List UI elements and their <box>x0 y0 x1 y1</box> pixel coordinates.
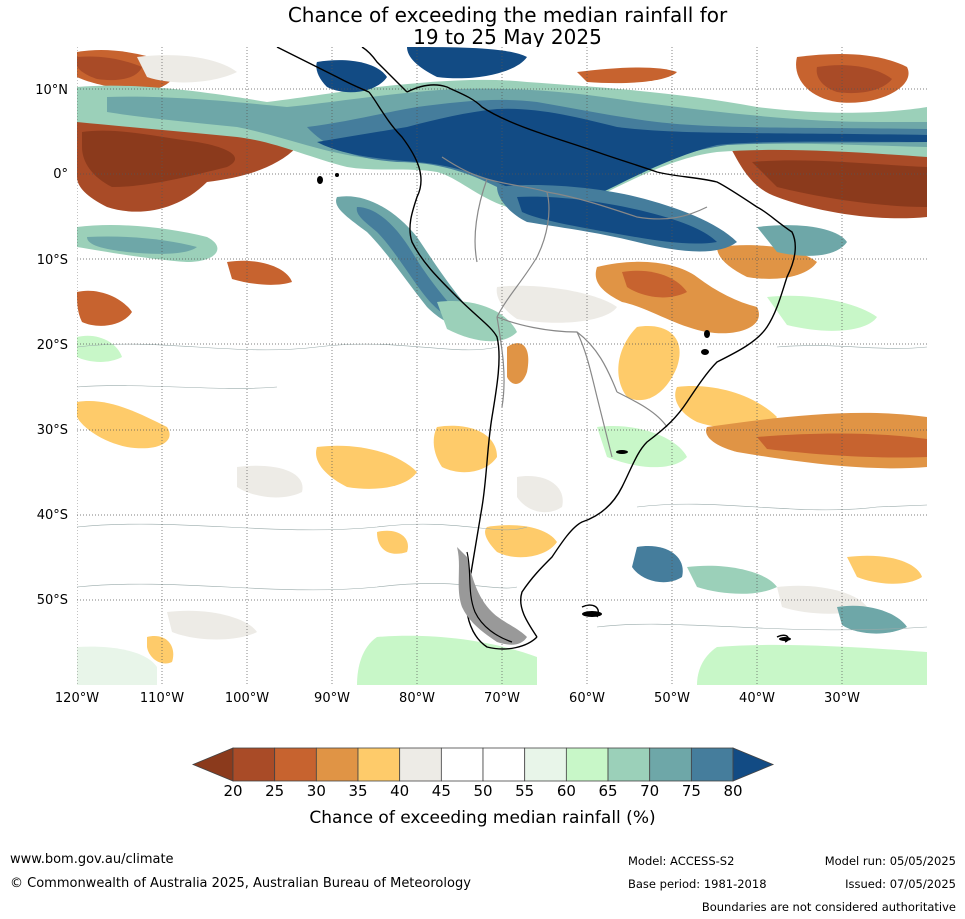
colorbar-segment <box>232 747 276 782</box>
colorbar-under-arrow <box>191 747 234 782</box>
neutral-areas <box>137 55 867 640</box>
colorbar-segment <box>690 747 734 782</box>
lat-label-10n: 10°N <box>35 83 68 98</box>
colorbar-segment <box>482 747 526 782</box>
colorbar-segment <box>524 747 567 782</box>
boundaries-disclaimer: Boundaries are not considered authoritat… <box>701 900 956 914</box>
colorbar-tick-label: 75 <box>681 782 701 800</box>
lon-label-30w: 30°W <box>824 691 860 706</box>
lat-label-20s: 20°S <box>36 338 68 353</box>
colorbar-tick-label: 65 <box>598 782 618 800</box>
colorbar-segment <box>274 747 317 782</box>
colorbar-tick-label: 50 <box>473 782 493 800</box>
colorbar-tick-label: 40 <box>390 782 410 800</box>
lon-label-60w: 60°W <box>569 691 605 706</box>
country-borders <box>441 156 708 458</box>
lon-label-100w: 100°W <box>224 691 270 706</box>
lat-label-40s: 40°S <box>36 508 68 523</box>
lon-label-40w: 40°W <box>739 691 775 706</box>
colorbar-tick-label: 25 <box>265 782 285 800</box>
colorbar-segment <box>440 747 484 782</box>
graticule <box>77 47 927 685</box>
lon-label-90w: 90°W <box>314 691 350 706</box>
rainfall-probability-map <box>77 47 927 685</box>
colorbar-segment <box>649 747 692 782</box>
model-run-date: Model run: 05/05/2025 <box>824 854 956 868</box>
colorbar-segment <box>607 747 651 782</box>
colorbar-tick-label: 55 <box>515 782 535 800</box>
colorbar-label: Chance of exceeding median rainfall (%) <box>309 808 656 828</box>
base-period: Base period: 1981-2018 <box>628 877 767 891</box>
map-title: Chance of exceeding the median rainfall … <box>0 4 965 48</box>
colorbar-tick-label: 80 <box>723 782 743 800</box>
colorbar-tick-label: 30 <box>306 782 326 800</box>
dry-anomaly-areas <box>77 50 927 664</box>
lat-label-10s: 10°S <box>36 253 68 268</box>
colorbar-tick-label: 70 <box>640 782 660 800</box>
colorbar-segment <box>399 747 442 782</box>
lon-label-80w: 80°W <box>399 691 435 706</box>
lat-label-30s: 30°S <box>36 423 68 438</box>
lon-label-110w: 110°W <box>139 691 185 706</box>
lon-label-120w: 120°W <box>54 691 100 706</box>
issued-date: Issued: 07/05/2025 <box>845 877 956 891</box>
colorbar-tick-label: 60 <box>556 782 576 800</box>
copyright-text: © Commonwealth of Australia 2025, Austra… <box>10 876 471 891</box>
colorbar-segment <box>357 747 401 782</box>
patagonia-archipelago <box>457 547 527 645</box>
colorbar-segment <box>565 747 609 782</box>
colorbar-over-arrow <box>732 747 775 782</box>
colorbar-tick-label: 20 <box>223 782 243 800</box>
title-line-1: Chance of exceeding the median rainfall … <box>287 3 728 27</box>
map-canvas <box>77 47 927 685</box>
website-link[interactable]: www.bom.gov.au/climate <box>10 852 174 867</box>
title-line-2: 19 to 25 May 2025 <box>413 25 602 49</box>
contour-lines <box>77 343 927 631</box>
lat-label-0: 0° <box>53 167 68 182</box>
model-name: Model: ACCESS-S2 <box>628 854 735 868</box>
colorbar-tick-label: 45 <box>431 782 451 800</box>
colorbar-tick-label: 35 <box>348 782 368 800</box>
lon-label-70w: 70°W <box>484 691 520 706</box>
islands <box>317 173 791 641</box>
lat-label-50s: 50°S <box>36 593 68 608</box>
colorbar-segment <box>315 747 359 782</box>
lon-label-50w: 50°W <box>654 691 690 706</box>
